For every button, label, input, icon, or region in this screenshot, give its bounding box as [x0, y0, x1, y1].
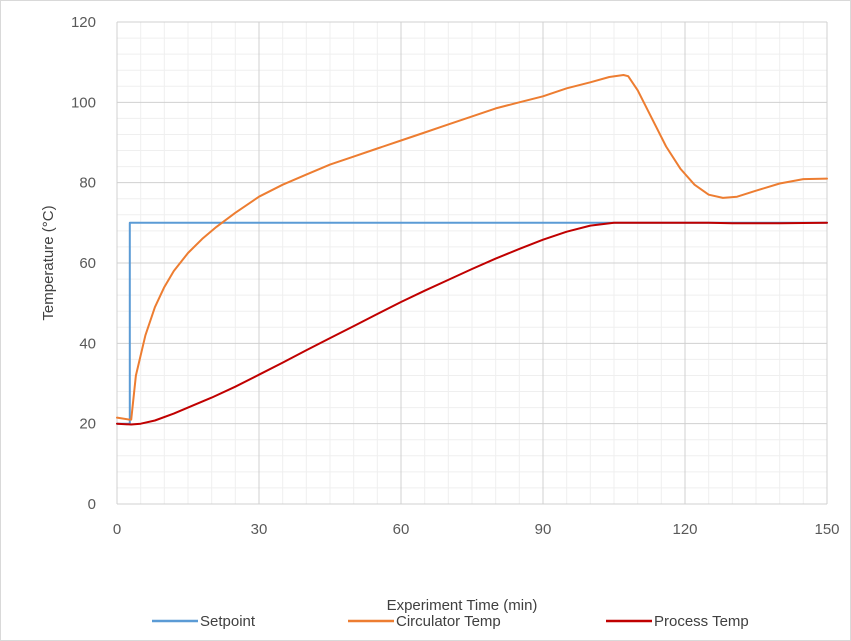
- y-tick-label: 60: [79, 255, 96, 272]
- legend-label-setpoint: Setpoint: [200, 613, 256, 630]
- tick-labels: 0 30 60 90 120 150 0 20 40 60 80 100 120: [71, 14, 840, 538]
- y-tick-label: 100: [71, 94, 96, 111]
- y-tick-label: 40: [79, 335, 96, 352]
- series-layer: [116, 74, 828, 426]
- x-tick-label: 60: [393, 521, 410, 538]
- x-axis-title: Experiment Time (min): [387, 597, 538, 614]
- y-tick-label: 80: [79, 175, 96, 192]
- y-tick-label: 0: [88, 496, 96, 513]
- y-tick-label: 20: [79, 416, 96, 433]
- x-tick-label: 30: [251, 521, 268, 538]
- legend-label-process-temp: Process Temp: [654, 613, 749, 630]
- series-line-process-temp: [116, 221, 828, 426]
- x-tick-label: 120: [672, 521, 697, 538]
- y-axis-title: Temperature (°C): [40, 205, 57, 320]
- y-tick-label: 120: [71, 14, 96, 31]
- x-tick-label: 90: [535, 521, 552, 538]
- legend-label-circulator-temp: Circulator Temp: [396, 613, 501, 630]
- major-gridlines: [116, 21, 828, 505]
- legend: Setpoint Circulator Temp Process Temp: [152, 613, 749, 630]
- series-line-circulator-temp: [116, 74, 828, 421]
- x-tick-label: 150: [814, 521, 839, 538]
- x-tick-label: 0: [113, 521, 121, 538]
